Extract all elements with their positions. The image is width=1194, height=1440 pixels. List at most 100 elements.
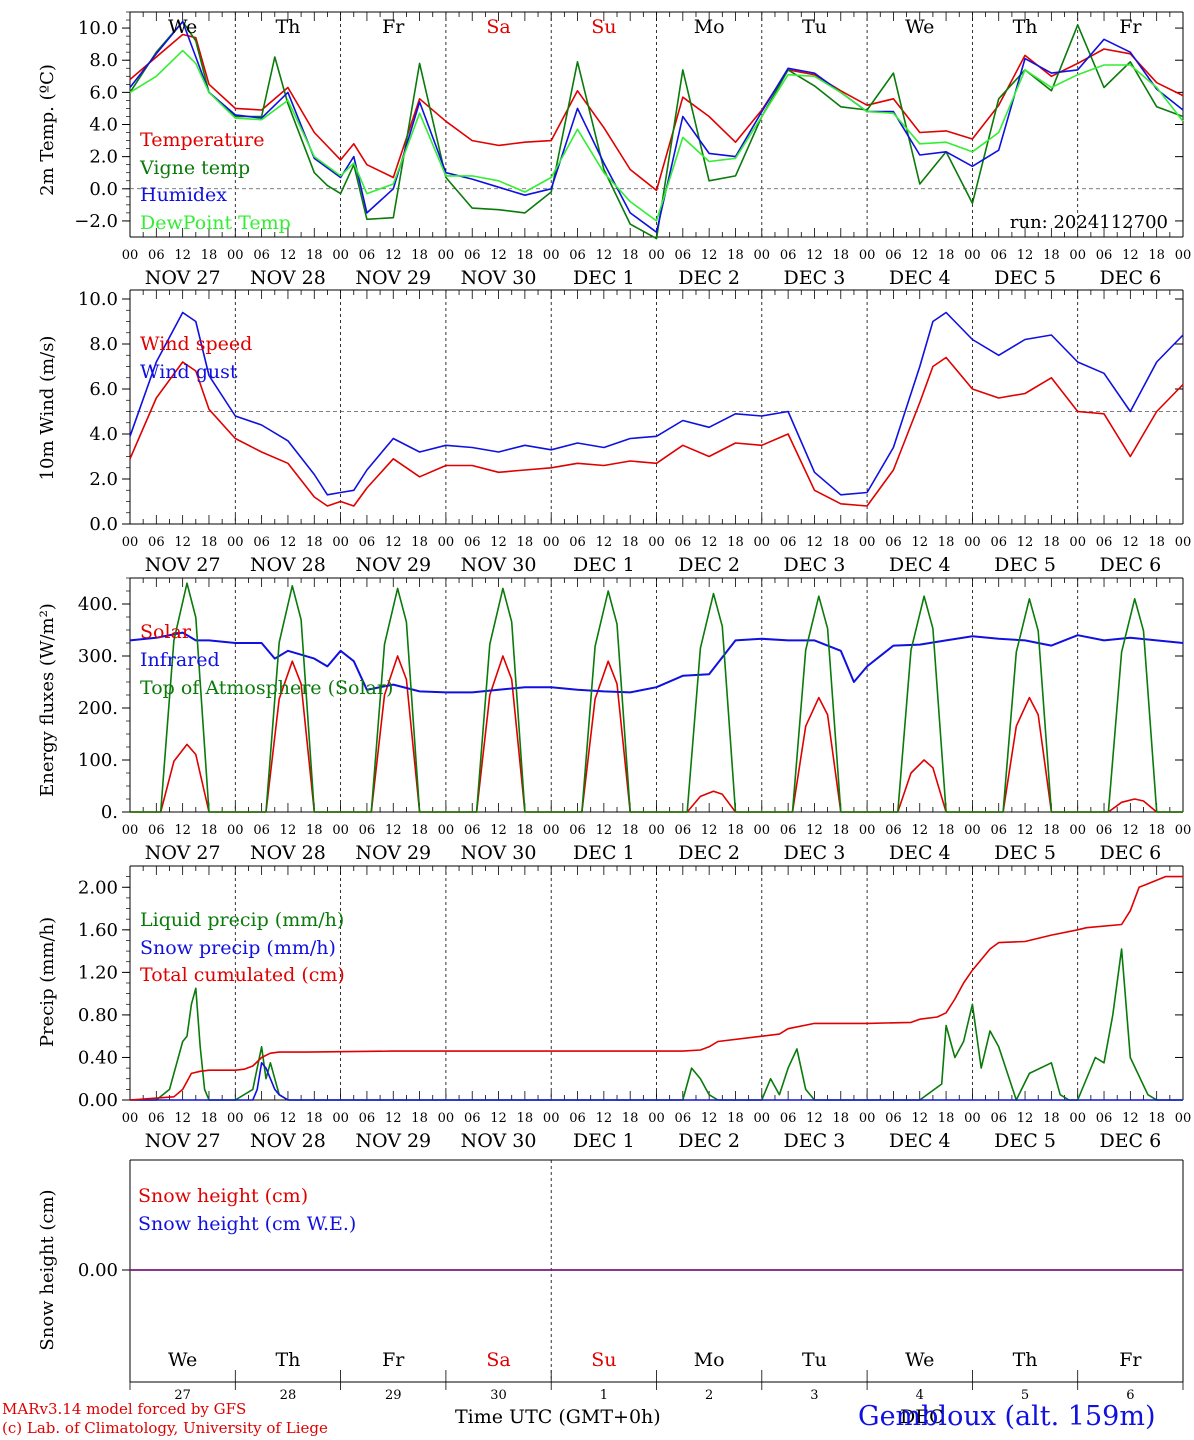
hour-label: 06 xyxy=(359,823,376,838)
hour-label: 18 xyxy=(833,248,850,263)
y-axis-label: Snow height (cm) xyxy=(37,1189,58,1350)
hour-label: 00 xyxy=(227,823,244,838)
hour-label: 00 xyxy=(122,535,139,550)
hour-label: 00 xyxy=(438,535,455,550)
hour-label: 12 xyxy=(385,823,402,838)
hour-label: 12 xyxy=(911,248,928,263)
legend-label: Wind gust xyxy=(140,361,238,383)
series-line-temperature xyxy=(129,33,1184,192)
hour-label: 06 xyxy=(1096,248,1113,263)
y-tick-label: 0.80 xyxy=(78,1005,118,1026)
legend-label: Top of Atmosphere (Solar) xyxy=(140,677,393,699)
day-name-top: Th xyxy=(275,16,300,38)
footer-lab-text: (c) Lab. of Climatology, University of L… xyxy=(2,1419,328,1437)
hour-label: 18 xyxy=(1043,823,1060,838)
y-tick-label: 10.0 xyxy=(78,18,118,39)
hour-label: 18 xyxy=(938,1111,955,1126)
hour-label: 18 xyxy=(727,823,744,838)
date-label: NOV 29 xyxy=(355,267,431,289)
hour-label: 18 xyxy=(1043,535,1060,550)
hour-label: 18 xyxy=(201,823,218,838)
date-label: DEC 5 xyxy=(994,554,1056,576)
hour-label: 06 xyxy=(359,1111,376,1126)
hour-label: 12 xyxy=(1017,535,1034,550)
y-tick-label: 0.00 xyxy=(78,1260,118,1281)
y-tick-label: 2.0 xyxy=(89,147,118,168)
date-label: DEC 6 xyxy=(1099,554,1161,576)
hour-label: 12 xyxy=(174,1111,191,1126)
hour-label: 18 xyxy=(517,823,534,838)
date-number: 27 xyxy=(174,1388,191,1403)
hour-label: 00 xyxy=(648,1111,665,1126)
hour-label: 18 xyxy=(201,248,218,263)
hour-label: 18 xyxy=(1148,823,1165,838)
series-line-infrared xyxy=(129,631,1184,694)
hour-label: 12 xyxy=(174,535,191,550)
hour-label: 18 xyxy=(1148,248,1165,263)
hour-label: 00 xyxy=(754,823,771,838)
hour-label: 00 xyxy=(1175,823,1192,838)
day-name-bottom: Mo xyxy=(694,1349,725,1371)
hour-label: 18 xyxy=(306,248,323,263)
y-tick-label: 6.0 xyxy=(89,82,118,103)
y-tick-label: 6.0 xyxy=(89,379,118,400)
date-label: DEC 2 xyxy=(678,842,740,864)
panel-energy: Energy fluxes (W/m²) xyxy=(37,577,1184,813)
hour-label: 00 xyxy=(227,1111,244,1126)
date-number: 4 xyxy=(916,1388,924,1403)
hour-label: 12 xyxy=(1122,535,1139,550)
legend-label: Snow precip (mm/h) xyxy=(140,937,336,959)
y-tick-label: 400. xyxy=(78,594,118,615)
hour-label: 12 xyxy=(1017,823,1034,838)
date-label: DEC 1 xyxy=(573,554,635,576)
date-label: NOV 29 xyxy=(355,554,431,576)
hour-label: 12 xyxy=(701,535,718,550)
hour-label: 18 xyxy=(622,1111,639,1126)
hour-label: 06 xyxy=(990,248,1007,263)
hour-label: 12 xyxy=(701,823,718,838)
y-tick-label: 4.0 xyxy=(89,424,118,445)
panel-snow: Snow height (cm) xyxy=(37,1159,1184,1390)
hour-label: 06 xyxy=(885,823,902,838)
legend-label: Wind speed xyxy=(140,333,252,355)
footer-model-text: MARv3.14 model forced by GFS xyxy=(2,1400,247,1418)
hour-label: 18 xyxy=(1043,248,1060,263)
hour-label: 12 xyxy=(280,823,297,838)
hour-label: 12 xyxy=(385,535,402,550)
hour-label: 18 xyxy=(622,823,639,838)
hour-label: 18 xyxy=(833,823,850,838)
hour-label: 00 xyxy=(438,1111,455,1126)
hour-label: 00 xyxy=(859,1111,876,1126)
date-label: NOV 28 xyxy=(250,267,326,289)
hour-label: 00 xyxy=(1069,535,1086,550)
day-name-bottom: Th xyxy=(275,1349,300,1371)
series-line-total-cumulated-cm- xyxy=(129,875,1183,1101)
hour-label: 18 xyxy=(411,1111,428,1126)
hour-label: 06 xyxy=(464,823,481,838)
series-line-wind-gust xyxy=(129,311,1184,496)
y-tick-label: 0.0 xyxy=(89,179,118,200)
hour-label: 00 xyxy=(648,823,665,838)
hour-label: 00 xyxy=(438,248,455,263)
hour-label: 18 xyxy=(622,248,639,263)
date-label: DEC 6 xyxy=(1099,1130,1161,1152)
day-name-bottom: Tu xyxy=(802,1349,827,1371)
hour-label: 18 xyxy=(306,1111,323,1126)
date-label: DEC 1 xyxy=(573,267,635,289)
hour-label: 06 xyxy=(1096,1111,1113,1126)
day-name-top: We xyxy=(168,16,197,38)
hour-label: 06 xyxy=(253,248,270,263)
hour-label: 06 xyxy=(675,1111,692,1126)
hour-label: 18 xyxy=(517,1111,534,1126)
day-name-bottom: Sa xyxy=(486,1349,510,1371)
hour-label: 12 xyxy=(490,823,507,838)
day-name-bottom: Th xyxy=(1013,1349,1038,1371)
date-label: DEC 5 xyxy=(994,842,1056,864)
date-label: NOV 29 xyxy=(355,1130,431,1152)
hour-label: 18 xyxy=(727,1111,744,1126)
date-number: 5 xyxy=(1021,1388,1029,1403)
date-label: DEC 3 xyxy=(784,842,846,864)
hour-label: 00 xyxy=(964,248,981,263)
hour-label: 06 xyxy=(148,1111,165,1126)
hour-label: 18 xyxy=(201,1111,218,1126)
